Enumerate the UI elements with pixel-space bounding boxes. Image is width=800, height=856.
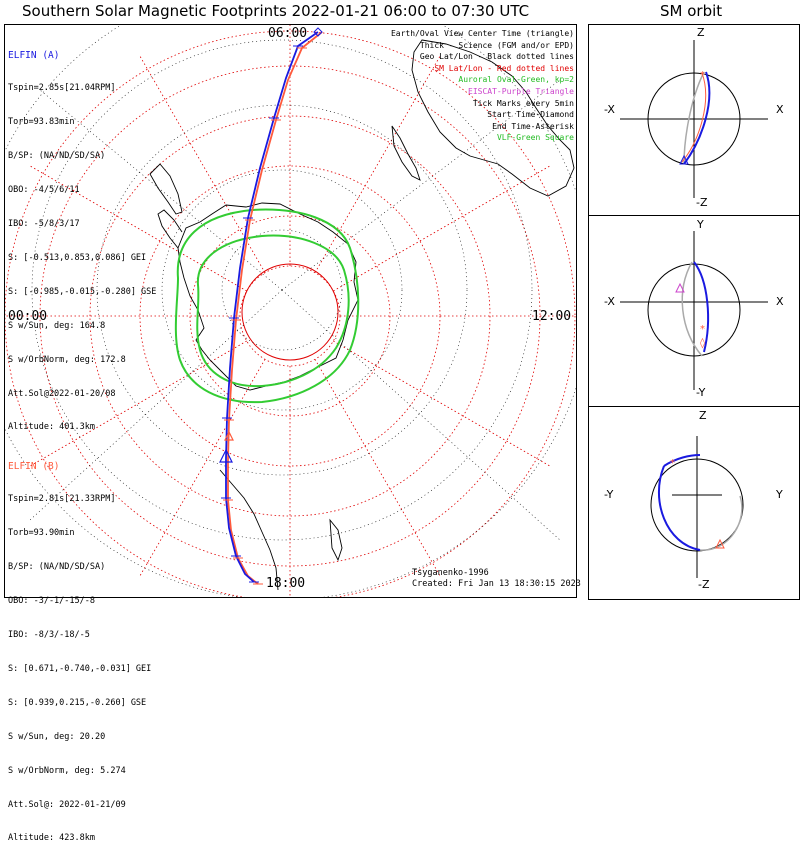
elfin-a-info: ELFIN (A) Tspin=2.85s[21.04RPM] Torb=93.… <box>8 27 156 445</box>
orbit-1-label-right: X <box>776 103 784 116</box>
orbit-1-label-left: -X <box>604 103 615 116</box>
south-america-outline <box>149 163 183 215</box>
sm-meridian <box>314 359 441 577</box>
orbit-2-label-top: Y <box>697 218 704 231</box>
elfin-b-line: Tspin=2.81s[21.33RPM] <box>8 494 116 505</box>
sm-meridian <box>29 165 247 292</box>
elfin-b-track <box>227 31 323 585</box>
orbit-title: SM orbit <box>660 2 723 20</box>
africa-outline <box>219 469 279 591</box>
credit-created: Created: Fri Jan 13 18:30:15 2023 <box>412 579 581 589</box>
elfin-a-start-diamond <box>313 27 323 37</box>
elfin-a-track <box>225 31 319 583</box>
elfin-b-line: Torb=93.90min <box>8 528 75 539</box>
sm-grid <box>5 25 576 597</box>
elfin-b-line: S: [0.671,-0.740,-0.031] GEI <box>8 663 152 674</box>
nz-outline <box>391 125 421 181</box>
sm-meridian <box>139 359 266 577</box>
svg-text:*: * <box>670 458 675 469</box>
elfin-a-line: OBO: -4/5/6/11 <box>8 185 80 196</box>
legend-item: VLF-Green Square <box>496 133 574 143</box>
orbit-3-label-bottom: -Z <box>698 578 710 591</box>
elfin-a-line: S: [-0.513,0.853,0.086] GEI <box>8 252 147 263</box>
elfin-b-name: ELFIN (B) <box>8 460 60 472</box>
sm-meridian <box>139 55 266 273</box>
clock-label-bottom: 18:00 <box>266 576 306 591</box>
legend-item: Start Time-Diamond <box>487 110 574 120</box>
main-title: Southern Solar Magnetic Footprints 2022-… <box>22 2 530 20</box>
svg-text:*: * <box>700 324 705 335</box>
legend-item: SM Lat/Lon - Red dotted lines <box>434 63 574 73</box>
elfin-a-line: S: [-0.985,-0.015,-0.280] GSE <box>8 286 157 297</box>
legend-item: End Time-Asterisk <box>492 121 574 131</box>
clock-label-right: 12:00 <box>532 309 572 324</box>
clock-label-top: 06:00 <box>268 26 308 41</box>
orbit-2-label-right: X <box>776 295 784 308</box>
elfin-a-line: IBO: -5/8/3/17 <box>8 219 80 230</box>
orbit-panel-xz: * <box>620 40 768 198</box>
orbit-1-label-top: Z <box>697 26 705 39</box>
elfin-a-line: Tspin=2.85s[21.04RPM] <box>8 83 116 94</box>
orbit-3-label-right: Y <box>776 488 783 501</box>
sm-pole-circle <box>241 263 339 361</box>
legend-item: Earth/Oval View Center Time (triangle) <box>390 29 574 38</box>
australia-outline <box>411 39 575 197</box>
orbit-3-label-top: Z <box>699 409 707 422</box>
sm-meridian <box>333 165 551 292</box>
credit-model: Tsyganenko-1996 <box>412 568 489 578</box>
elfin-a-line: Altitude: 401.3km <box>8 422 95 433</box>
elfin-b-line: S w/Sun, deg: 20.20 <box>8 731 106 742</box>
legend-item: Tick Marks every 5min <box>472 98 574 108</box>
elfin-b-line: S w/OrbNorm, deg: 5.274 <box>8 765 126 776</box>
madagascar-outline <box>329 518 343 562</box>
elfin-a-center-triangle <box>219 448 233 463</box>
elfin-a-line: B/SP: (NA/ND/SD/SA) <box>8 151 106 162</box>
elfin-a-line: Torb=93.83min <box>8 117 75 128</box>
elfin-a-line: Att.Sol@2022-01-20/08 <box>8 388 116 399</box>
orbit-panel-xy: * ◊ <box>620 231 768 390</box>
legend-item: Auroral Oval-Green, kp=2 <box>458 75 574 85</box>
footprint-map-frame <box>4 24 577 598</box>
svg-text:*: * <box>700 70 705 81</box>
credit: Tsyganenko-1996 Created: Fri Jan 13 18:3… <box>412 568 581 590</box>
orbit-panel-yz: * <box>650 436 744 578</box>
elfin-b-line: Altitude: 423.8km <box>8 833 95 844</box>
elfin-b-line: S: [0.939,0.215,-0.260] GSE <box>8 697 147 708</box>
footprint-map <box>5 25 576 597</box>
auroral-oval-inner <box>196 234 350 388</box>
elfin-b-line: Att.Sol@: 2022-01-21/09 <box>8 799 126 810</box>
peninsula-outline <box>157 209 183 249</box>
elfin-b-center-triangle <box>224 430 234 441</box>
elfin-a-name: ELFIN (A) <box>8 49 60 61</box>
sm-meridian <box>314 55 441 273</box>
clock-label-left: 00:00 <box>8 309 48 324</box>
elfin-a-line: S w/OrbNorm, deg: 172.8 <box>8 354 126 365</box>
elfin-a-line: S w/Sun, deg: 164.8 <box>8 320 106 331</box>
orbit-2-label-left: -X <box>604 295 615 308</box>
orbit-1-label-bottom: -Z <box>696 196 708 209</box>
orbit-panels: * * ◊ * <box>620 40 768 578</box>
legend-item: EISCAT-Purple Triangle <box>468 86 574 96</box>
orbit-3-label-left: -Y <box>604 488 614 501</box>
elfin-b-line: B/SP: (NA/ND/SD/SA) <box>8 562 106 573</box>
orbit-2-label-bottom: -Y <box>696 386 706 399</box>
legend-item: Geo Lat/Lon - Black dotted lines <box>419 52 574 62</box>
sm-meridian <box>29 340 247 467</box>
legend: Earth/Oval View Center Time (triangle) T… <box>391 28 574 144</box>
sm-meridian <box>333 340 551 467</box>
elfin-b-line: IBO: -8/3/-18/-5 <box>8 630 90 641</box>
svg-text:◊: ◊ <box>700 337 705 349</box>
legend-item: Thick - Science (FGM and/or EPD) <box>419 40 574 50</box>
